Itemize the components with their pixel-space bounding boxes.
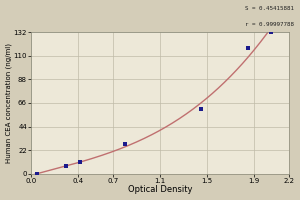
X-axis label: Optical Density: Optical Density: [128, 185, 192, 194]
Point: [34, 172, 39, 175]
Point: [64, 165, 69, 168]
Point: [78, 160, 83, 164]
Point: [122, 143, 127, 146]
Point: [245, 47, 250, 50]
Point: [269, 30, 274, 34]
Point: [199, 108, 203, 111]
Text: r = 0.99997788: r = 0.99997788: [245, 22, 294, 27]
Y-axis label: Human CEA concentration (ng/ml): Human CEA concentration (ng/ml): [6, 43, 12, 163]
Text: S = 0.45415881: S = 0.45415881: [245, 6, 294, 11]
